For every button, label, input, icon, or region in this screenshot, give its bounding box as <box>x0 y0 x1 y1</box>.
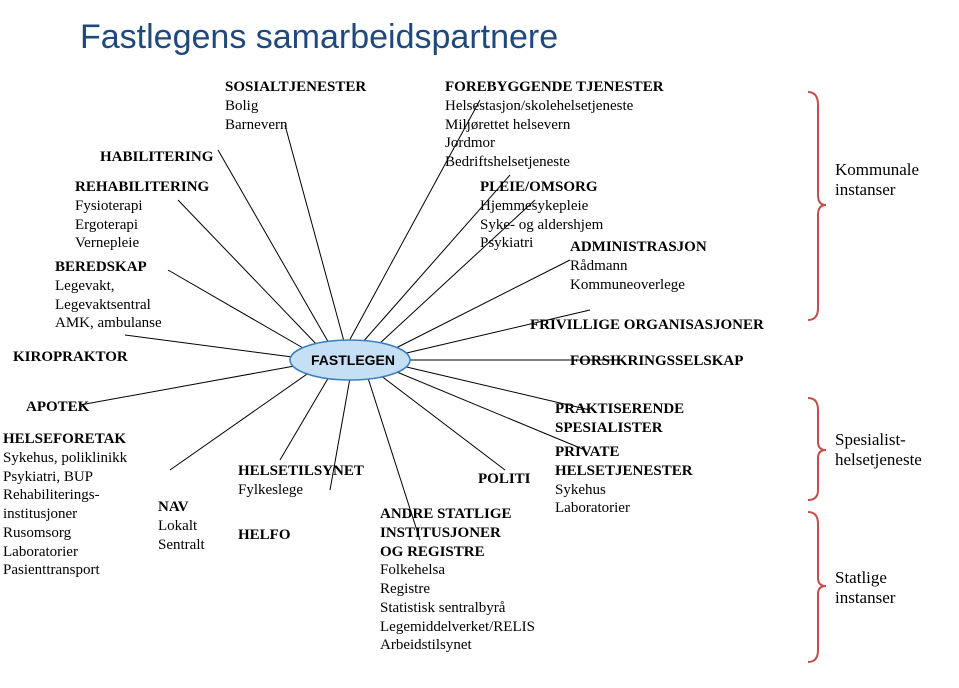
block-andre-statlige: ANDRE STATLIGE INSTITUSJONER OG REGISTRE… <box>380 505 535 655</box>
block-politi: POLITI <box>478 470 531 489</box>
block-admin: ADMINISTRASJON Rådmann Kommuneoverlege <box>570 238 707 294</box>
block-kiropraktor: KIROPRAKTOR <box>13 348 128 367</box>
block-beredskap: BEREDSKAP Legevakt, Legevaktsentral AMK,… <box>55 258 162 333</box>
block-private: PRIVATE HELSETJENESTER Sykehus Laborator… <box>555 443 693 518</box>
label-kommunale: Kommunale instanser <box>835 160 919 200</box>
block-praktiserende: PRAKTISERENDE SPESIALISTER <box>555 400 684 438</box>
block-apotek: APOTEK <box>26 398 89 417</box>
center-node: FASTLEGEN <box>311 352 389 368</box>
block-helfo: HELFO <box>238 526 291 545</box>
block-frivillige: FRIVILLIGE ORGANISASJONER <box>530 316 764 335</box>
label-spesialist: Spesialist- helsetjeneste <box>835 430 922 470</box>
block-rehabilitering: REHABILITERING Fysioterapi Ergoterapi Ve… <box>75 178 209 253</box>
block-nav: NAV Lokalt Sentralt <box>158 498 205 554</box>
block-forebyggende: FOREBYGGENDE TJENESTER Helsestasjon/skol… <box>445 78 664 172</box>
page-title: Fastlegens samarbeidspartnere <box>80 18 558 57</box>
block-helseforetak: HELSEFORETAK Sykehus, poliklinikk Psykia… <box>3 430 127 580</box>
block-habilitering: HABILITERING <box>100 148 213 167</box>
block-helsetilsynet: HELSETILSYNET Fylkeslege <box>238 462 364 500</box>
block-forsikring: FORSIKRINGSSELSKAP <box>570 352 743 371</box>
block-sosialtjenester: SOSIALTJENESTER Bolig Barnevern <box>225 78 366 134</box>
label-statlige: Statlige instanser <box>835 568 895 608</box>
